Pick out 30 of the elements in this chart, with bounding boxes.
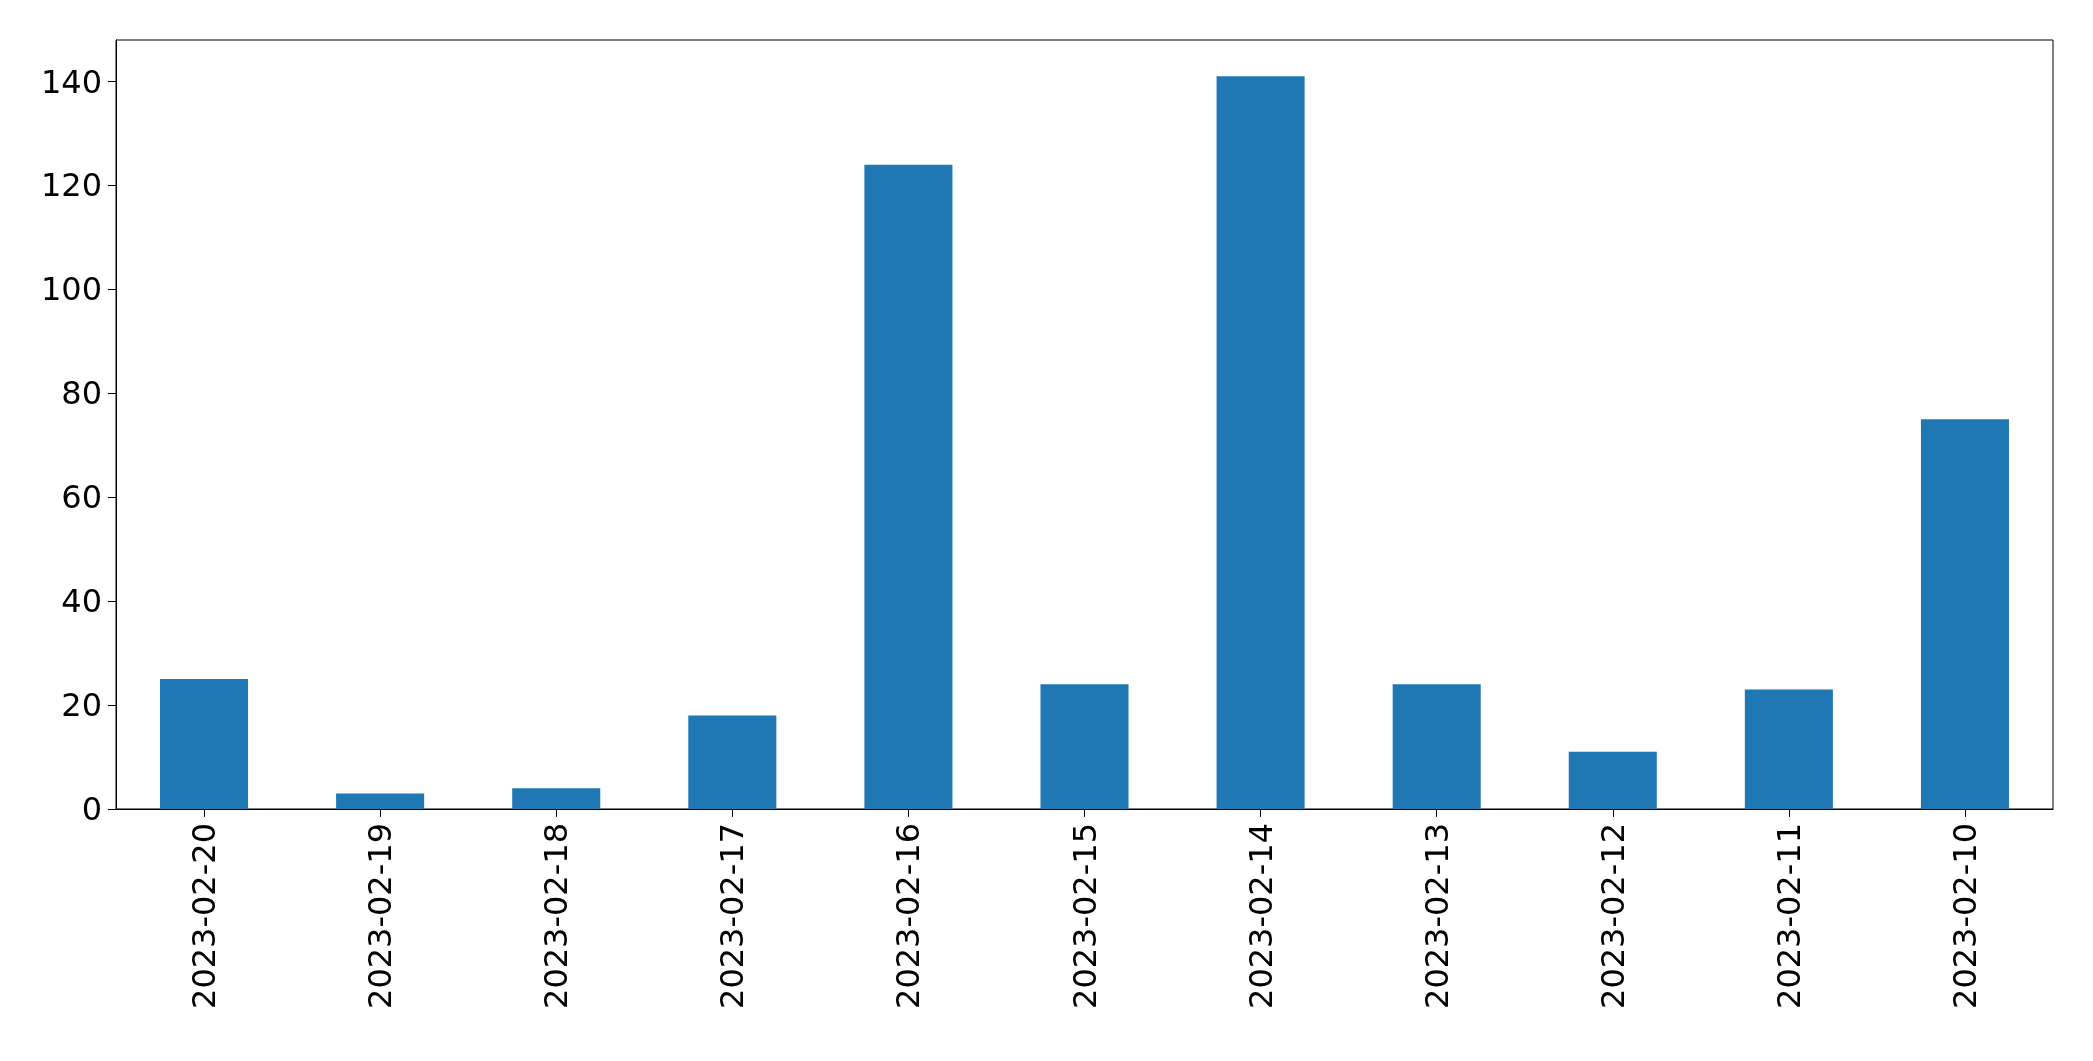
y-tick-label: 20 <box>61 686 102 725</box>
bar <box>1392 684 1481 809</box>
bar <box>1568 751 1657 809</box>
bar <box>336 793 425 809</box>
bar <box>1920 419 2009 809</box>
y-tick-label: 100 <box>40 270 102 309</box>
x-tick-label: 2023-02-13 <box>1417 823 1456 1009</box>
x-tick-label: 2023-02-19 <box>361 823 400 1009</box>
bar <box>1216 76 1305 809</box>
x-tick-label: 2023-02-20 <box>185 823 224 1009</box>
x-tick-label: 2023-02-11 <box>1769 823 1808 1009</box>
x-tick-label: 2023-02-16 <box>889 823 928 1009</box>
bar <box>1040 684 1129 809</box>
x-tick-label: 2023-02-10 <box>1945 823 1984 1009</box>
x-tick-label: 2023-02-12 <box>1593 823 1632 1009</box>
y-tick-label: 140 <box>40 62 102 101</box>
bar <box>512 788 601 809</box>
x-tick-label: 2023-02-18 <box>537 823 576 1009</box>
y-tick-label: 40 <box>61 582 102 621</box>
bar <box>160 679 249 809</box>
y-tick-label: 120 <box>40 166 102 205</box>
bar <box>864 164 953 809</box>
y-tick-label: 60 <box>61 478 102 517</box>
y-tick-label: 0 <box>81 790 102 828</box>
x-tick-label: 2023-02-17 <box>713 823 752 1009</box>
x-tick-label: 2023-02-14 <box>1241 823 1280 1009</box>
y-tick-label: 80 <box>61 374 102 413</box>
bar <box>688 715 777 809</box>
bar <box>1744 689 1833 809</box>
x-tick-label: 2023-02-15 <box>1065 823 1104 1009</box>
